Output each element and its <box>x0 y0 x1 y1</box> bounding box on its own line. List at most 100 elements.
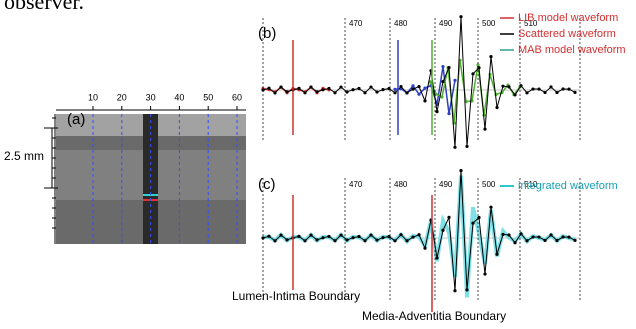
sample-dot <box>573 239 576 242</box>
sample-dot <box>495 106 498 109</box>
sample-dot <box>531 87 534 90</box>
tick-label: 40 <box>174 92 184 102</box>
sample-dot <box>363 239 366 242</box>
text-fragment: observer. <box>4 0 84 14</box>
sample-dot <box>417 85 420 88</box>
legend-label: integrated waveform <box>518 180 618 192</box>
sample-dot <box>447 216 450 219</box>
tick-label: 500 <box>482 180 496 189</box>
sample-dot <box>507 233 510 236</box>
sample-dot <box>303 91 306 94</box>
sample-dot <box>573 91 576 94</box>
tick-label: 50 <box>203 92 213 102</box>
sample-dot <box>285 90 288 93</box>
sample-dot <box>273 91 276 94</box>
sample-dot <box>297 235 300 238</box>
sample-dot <box>435 256 438 259</box>
sample-dot <box>363 91 366 94</box>
sample-dot <box>525 239 528 242</box>
sample-dot <box>315 238 318 241</box>
panel-label: (b) <box>258 25 276 42</box>
sample-dot <box>411 84 414 87</box>
sample-dot <box>440 95 443 98</box>
waveforms <box>261 15 580 297</box>
sample-dot <box>549 233 552 236</box>
sample-dot <box>327 235 330 238</box>
sample-dot <box>285 238 288 241</box>
sample-dot <box>423 99 426 102</box>
sample-dot <box>489 206 492 209</box>
sample-dot <box>525 91 528 94</box>
legend-label: MAB model waveform <box>518 44 626 56</box>
annotation: Lumen-Intima Boundary <box>232 289 360 303</box>
tick-label: 10 <box>88 92 98 102</box>
tick-label: 470 <box>349 19 363 28</box>
tick-label: 470 <box>349 180 363 189</box>
sample-dot <box>507 85 510 88</box>
sample-dot <box>555 91 558 94</box>
sample-dot <box>567 236 570 239</box>
sample-dot <box>561 87 564 90</box>
annotation: Media-Adventitia Boundary <box>362 309 506 323</box>
sample-dot <box>411 88 414 91</box>
sample-dot <box>267 235 270 238</box>
sample-dot <box>567 88 570 91</box>
page: {"header": {"fragment": "observer."}, "p… <box>0 0 636 329</box>
tick-label: 60 <box>232 92 242 102</box>
sample-dot <box>345 90 348 93</box>
sample-dot <box>501 233 504 236</box>
tick-label: 490 <box>439 180 453 189</box>
sample-dot <box>333 91 336 94</box>
sample-dot <box>447 66 450 69</box>
legend-label: Scattered waveform <box>518 28 616 40</box>
sample-dot <box>537 235 540 238</box>
sample-dot <box>495 253 498 256</box>
sample-dot <box>351 88 354 91</box>
sample-dot <box>279 234 282 237</box>
sample-dot <box>393 88 396 91</box>
sample-dot <box>483 272 486 275</box>
sample-dot <box>357 87 360 90</box>
tick-label: 20 <box>117 92 127 102</box>
sample-dot <box>417 93 420 96</box>
panel-label: (a) <box>67 111 85 128</box>
sample-dot <box>483 127 486 130</box>
sample-dot <box>267 87 270 90</box>
sample-dot <box>453 289 456 292</box>
sample-dot <box>489 55 492 58</box>
sample-dot <box>471 72 474 75</box>
sample-dot <box>513 93 516 96</box>
sample-dot <box>279 86 282 89</box>
sample-dot <box>333 239 336 242</box>
sample-dot <box>465 288 468 291</box>
sample-dot <box>423 87 426 90</box>
sample-dot <box>309 234 312 237</box>
tick-label: 30 <box>146 92 156 102</box>
sample-dot <box>327 87 330 90</box>
sample-dot <box>453 79 456 82</box>
sample-dot <box>537 87 540 90</box>
sample-dot <box>459 169 462 172</box>
sample-dot <box>381 88 384 91</box>
sample-dot <box>321 88 324 91</box>
sample-dot <box>465 145 468 148</box>
panel-label: (c) <box>258 176 276 193</box>
sample-dot <box>441 65 444 68</box>
tick-label: 490 <box>439 19 453 28</box>
sample-dot <box>405 91 408 94</box>
sample-dot <box>321 236 324 239</box>
sample-dot <box>345 238 348 241</box>
sample-dot <box>375 238 378 241</box>
sample-dot <box>351 236 354 239</box>
sample-dot <box>513 241 516 244</box>
sample-dot <box>501 85 504 88</box>
sample-dot <box>315 90 318 93</box>
sample-dot <box>543 239 546 242</box>
figure: observer. (a) 2.5 mm (b) (c) Lumen-Intim… <box>0 0 636 324</box>
sample-dot <box>471 222 474 225</box>
sample-dot <box>375 90 378 93</box>
sample-dot <box>447 112 450 115</box>
sample-dot <box>459 15 462 18</box>
sample-dot <box>549 85 552 88</box>
tick-label: 480 <box>394 180 408 189</box>
